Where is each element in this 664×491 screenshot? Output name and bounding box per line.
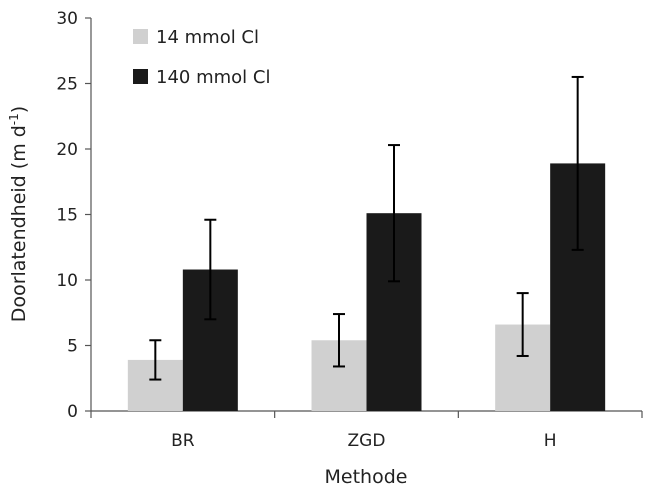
legend-label-140-mmol: 140 mmol Cl xyxy=(156,67,270,88)
legend: 14 mmol Cl 140 mmol Cl xyxy=(133,27,270,88)
y-ticks: 0 5 10 15 20 25 30 xyxy=(56,9,91,422)
y-tick-label: 10 xyxy=(56,271,78,291)
y-axis-title-close: ) xyxy=(8,106,30,113)
x-ticks xyxy=(90,411,643,418)
category-label-h: H xyxy=(544,431,557,451)
legend-swatch-14-mmol xyxy=(133,29,148,44)
y-tick-label: 5 xyxy=(67,337,78,357)
error-bars xyxy=(149,75,584,381)
category-label-zgd: ZGD xyxy=(348,431,386,451)
x-axis-title: Methode xyxy=(325,466,408,488)
category-labels: BR ZGD H xyxy=(171,431,556,451)
y-tick-label: 0 xyxy=(67,402,78,422)
bars xyxy=(127,163,606,411)
y-axis-title-main: Doorlatendheid (m d xyxy=(8,125,30,322)
legend-label-14-mmol: 14 mmol Cl xyxy=(156,27,259,48)
category-label-br: BR xyxy=(171,431,195,451)
y-tick-label: 15 xyxy=(56,206,78,226)
y-tick-label: 25 xyxy=(56,75,78,95)
legend-swatch-140-mmol xyxy=(133,69,148,84)
y-axis-title: Doorlatendheid (m d-1) xyxy=(7,106,30,322)
y-tick-label: 30 xyxy=(56,9,78,29)
y-axis-title-superscript: -1 xyxy=(7,113,21,125)
y-tick-label: 20 xyxy=(56,140,78,160)
